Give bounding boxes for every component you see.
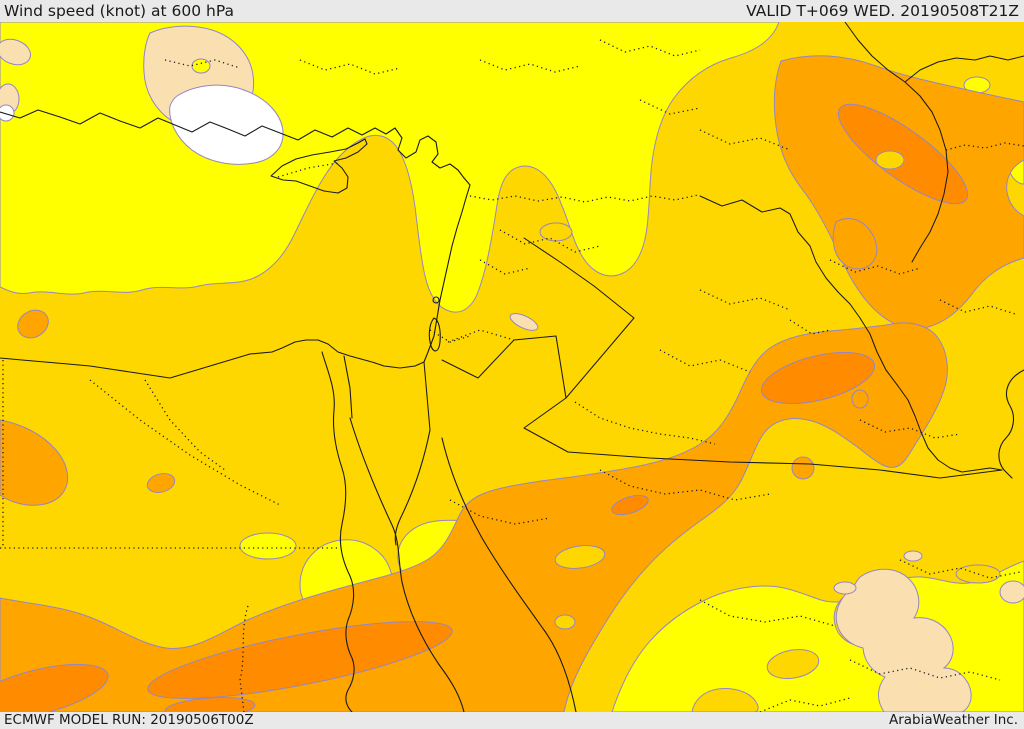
levant-egypt-coast bbox=[0, 184, 471, 379]
iran-admin-3 bbox=[859, 419, 961, 439]
egypt-admin-2 bbox=[144, 379, 226, 471]
wind-band-white bbox=[0, 84, 284, 165]
wind-band-orange bbox=[0, 55, 1024, 713]
wind-band-dark-orange bbox=[0, 103, 969, 721]
gulf-aqaba-west-shore bbox=[394, 429, 431, 546]
map-title: Wind speed (knot) at 600 hPa bbox=[4, 2, 235, 20]
saudi-admin-2 bbox=[599, 469, 771, 501]
turkey-admin-3 bbox=[599, 39, 701, 57]
valid-time-label: VALID T+069 WED. 20190508T21Z bbox=[746, 2, 1019, 20]
border-syria-iraq bbox=[523, 237, 635, 319]
wind-band-yellow-details bbox=[191, 58, 211, 74]
model-run-label: ECMWF MODEL RUN: 20190506T00Z bbox=[4, 712, 254, 728]
border-egypt-israel bbox=[423, 361, 431, 431]
persian-gulf-northwest-coast bbox=[998, 369, 1024, 479]
border-iraq-iran bbox=[789, 213, 1003, 473]
saudi-admin-3 bbox=[449, 499, 551, 525]
title-bar: Wind speed (knot) at 600 hPa VALID T+069… bbox=[0, 0, 1024, 22]
turkey-admin-4 bbox=[164, 59, 241, 69]
border-turkey-syria bbox=[469, 194, 699, 203]
turkey-admin-1 bbox=[299, 59, 401, 75]
jordan-admin bbox=[429, 329, 471, 343]
footer-bar: ECMWF MODEL RUN: 20190506T00Z ArabiaWeat… bbox=[0, 712, 1024, 729]
brand-label: ArabiaWeather Inc. bbox=[888, 712, 1018, 728]
gulf-admin-1 bbox=[699, 599, 836, 627]
dead-sea bbox=[428, 317, 441, 352]
cyprus-divider bbox=[277, 162, 339, 178]
ne-admin-2 bbox=[639, 99, 701, 115]
border-caucasus-north bbox=[904, 55, 1024, 83]
suez-canal bbox=[343, 355, 353, 419]
egypt-admin-3 bbox=[239, 605, 249, 713]
red-sea-east-coast bbox=[441, 437, 577, 713]
gulf-admin-4 bbox=[759, 697, 851, 713]
iran-admin-2 bbox=[939, 299, 1016, 315]
border-iraq-jordan bbox=[565, 317, 635, 399]
turkey-south-coast bbox=[0, 109, 471, 186]
country-borders-solid bbox=[423, 21, 1024, 479]
cyprus-island bbox=[270, 138, 368, 194]
border-caucasus bbox=[844, 21, 949, 263]
iran-admin-1 bbox=[829, 259, 921, 275]
border-turkey-iraq bbox=[699, 195, 791, 215]
sea-of-galilee bbox=[432, 296, 440, 304]
syria-admin-2 bbox=[479, 259, 531, 275]
egypt-admin-1 bbox=[89, 379, 281, 506]
syria-admin-1 bbox=[499, 229, 601, 253]
turkey-admin-2 bbox=[479, 59, 581, 73]
border-saudi-iraq bbox=[567, 451, 1003, 479]
border-jordan-saudi bbox=[441, 335, 569, 453]
country-borders-dotted bbox=[0, 39, 1024, 713]
gulf-suez-red-sea-west-coast bbox=[349, 417, 465, 713]
nile-river bbox=[321, 351, 355, 713]
coastlines bbox=[0, 109, 1024, 713]
